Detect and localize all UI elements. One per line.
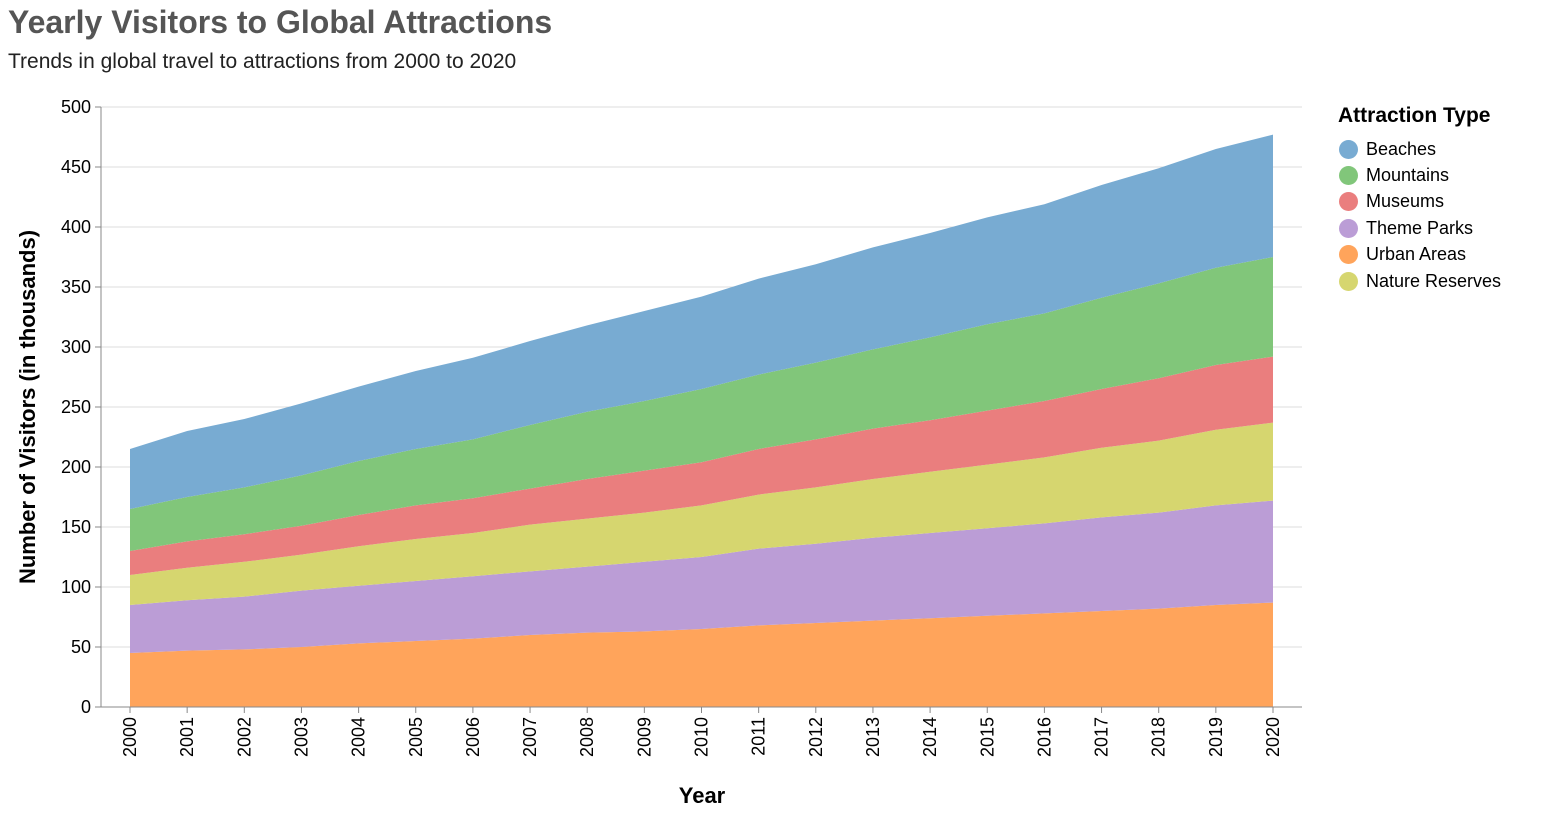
- y-tick-label: 350: [61, 277, 91, 297]
- x-tick-label: 2018: [1149, 717, 1169, 757]
- area-series: [130, 134, 1273, 707]
- legend-label: Urban Areas: [1366, 244, 1467, 265]
- legend-item-mountains: Mountains: [1338, 162, 1501, 188]
- x-tick-label: 2020: [1263, 717, 1283, 757]
- chart-subtitle: Trends in global travel to attractions f…: [8, 50, 517, 73]
- legend-swatch: [1339, 139, 1358, 159]
- legend-items: Beaches Mountains Museums Theme Parks Urban …: [1338, 136, 1501, 294]
- x-tick-label: 2014: [920, 717, 940, 757]
- y-tick-label: 400: [61, 217, 91, 237]
- x-tick-label: 2008: [577, 717, 597, 757]
- area-theme-parks: [130, 500, 1273, 653]
- legend-label: Museums: [1366, 191, 1445, 212]
- x-tick-label: 2016: [1034, 717, 1054, 757]
- y-tick-label: 200: [61, 457, 91, 477]
- x-tick-label: 2003: [291, 717, 311, 757]
- y-tick-label: 500: [61, 97, 91, 117]
- x-tick-label: 2013: [863, 717, 883, 757]
- legend-item-urban-areas: Urban Areas: [1338, 242, 1501, 268]
- legend-swatch: [1339, 245, 1358, 265]
- x-tick-label: 2017: [1092, 717, 1112, 757]
- area-urban-areas: [130, 602, 1273, 707]
- y-tick-label: 100: [61, 577, 91, 597]
- y-tick-label: 0: [81, 697, 91, 717]
- legend-label: Theme Parks: [1366, 217, 1474, 238]
- legend-item-nature-reserves: Nature Reserves: [1338, 268, 1501, 294]
- x-tick-label: 2009: [634, 717, 654, 757]
- area-beaches: [130, 134, 1273, 509]
- x-axis-label: Year: [679, 783, 726, 808]
- x-tick-label: 2019: [1206, 717, 1226, 757]
- legend-item-beaches: Beaches: [1338, 136, 1501, 162]
- area-museums: [130, 356, 1273, 575]
- legend: Attraction Type Beaches Mountains Museums T…: [1338, 104, 1501, 294]
- x-tick-label: 2002: [234, 717, 254, 757]
- legend-swatch: [1339, 192, 1358, 212]
- legend-label: Nature Reserves: [1366, 270, 1502, 291]
- x-tick-label: 2010: [692, 717, 712, 757]
- x-tick-label: 2015: [977, 717, 997, 757]
- legend-label: Beaches: [1366, 138, 1437, 159]
- chart-title: Yearly Visitors to Global Attractions: [8, 4, 553, 40]
- legend-item-museums: Museums: [1338, 189, 1501, 215]
- y-tick-label: 250: [61, 397, 91, 417]
- x-tick-label: 2001: [177, 717, 197, 757]
- y-axis-label: Number of Visitors (in thousands): [15, 230, 40, 584]
- x-tick-label: 2011: [749, 717, 769, 756]
- y-tick-label: 50: [71, 637, 91, 657]
- legend-swatch: [1339, 166, 1358, 186]
- x-tick-label: 2000: [120, 717, 140, 757]
- legend-swatch: [1339, 218, 1358, 238]
- legend-swatch: [1339, 271, 1358, 291]
- x-tick-label: 2007: [520, 717, 540, 757]
- area-mountains: [130, 257, 1273, 551]
- axes: 0 50 100 150 200 250 300 350 400 450 500 2000 2001 20…: [61, 97, 1302, 757]
- legend-label: Mountains: [1366, 165, 1450, 186]
- y-tick-label: 150: [61, 517, 91, 537]
- x-tick-label: 2006: [463, 717, 483, 757]
- y-tick-label: 450: [61, 157, 91, 177]
- x-tick-label: 2005: [406, 717, 426, 757]
- x-tick-label: 2012: [806, 717, 826, 757]
- legend-title: Attraction Type: [1338, 104, 1491, 127]
- y-tick-label: 300: [61, 337, 91, 357]
- legend-item-theme-parks: Theme Parks: [1338, 215, 1501, 241]
- x-tick-label: 2004: [349, 717, 369, 757]
- area-nature-reserves: [130, 422, 1273, 605]
